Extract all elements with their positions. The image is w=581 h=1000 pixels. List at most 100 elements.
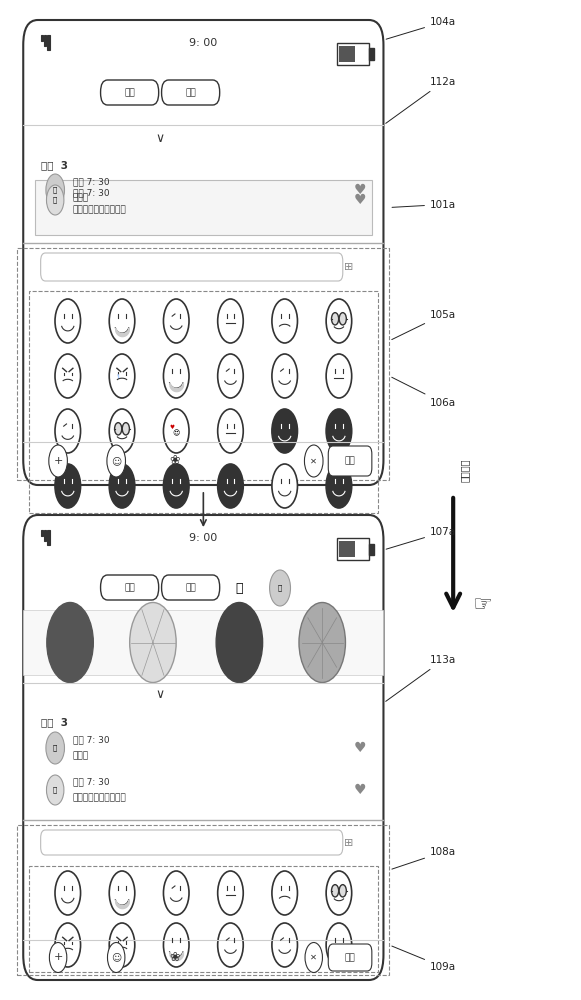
Circle shape	[326, 923, 352, 967]
Text: ☺: ☺	[111, 456, 121, 466]
Circle shape	[109, 409, 135, 453]
FancyBboxPatch shape	[328, 446, 372, 476]
Text: +: +	[53, 952, 63, 962]
Text: 么么咍: 么么咍	[73, 752, 89, 760]
Bar	[41, 35, 43, 41]
Circle shape	[46, 174, 64, 206]
Circle shape	[272, 871, 297, 915]
Text: 109a: 109a	[392, 946, 456, 972]
Circle shape	[163, 299, 189, 343]
Text: 乐乐 7: 30: 乐乐 7: 30	[73, 735, 109, 744]
Text: 104a: 104a	[386, 17, 456, 39]
Bar	[29, 866, 378, 972]
Text: ♥: ♥	[354, 741, 367, 755]
Bar	[17, 248, 389, 480]
Circle shape	[107, 942, 125, 972]
Text: 105a: 105a	[392, 310, 456, 340]
Text: 评论  3: 评论 3	[41, 717, 67, 727]
Text: ☺: ☺	[111, 952, 121, 962]
Text: 113a: 113a	[386, 655, 456, 701]
Bar	[35, 180, 372, 235]
FancyBboxPatch shape	[328, 944, 372, 971]
Bar	[44, 530, 46, 540]
Circle shape	[46, 732, 64, 764]
Text: 众推: 众推	[185, 583, 196, 592]
Circle shape	[218, 409, 243, 453]
Circle shape	[109, 923, 135, 967]
Circle shape	[218, 923, 243, 967]
Circle shape	[55, 464, 81, 508]
Circle shape	[114, 423, 122, 435]
Circle shape	[163, 354, 189, 398]
Circle shape	[163, 409, 189, 453]
Text: 108a: 108a	[392, 847, 456, 869]
Text: ∨: ∨	[156, 131, 164, 144]
Bar	[41, 530, 43, 536]
Text: 👤: 👤	[53, 745, 58, 751]
Circle shape	[55, 923, 81, 967]
Circle shape	[272, 409, 297, 453]
Text: 天天 7: 30: 天天 7: 30	[73, 188, 109, 198]
Circle shape	[218, 464, 243, 508]
Circle shape	[272, 354, 297, 398]
Text: 乐乐 7: 30: 乐乐 7: 30	[73, 178, 109, 186]
Circle shape	[46, 185, 64, 215]
Circle shape	[332, 313, 339, 325]
Circle shape	[55, 871, 81, 915]
Circle shape	[122, 423, 130, 435]
Circle shape	[272, 923, 297, 967]
Bar	[369, 48, 374, 60]
Text: 👤: 👤	[53, 787, 58, 793]
Text: 112a: 112a	[386, 77, 456, 123]
Circle shape	[326, 464, 352, 508]
Text: ♥: ♥	[354, 193, 367, 207]
Circle shape	[272, 299, 297, 343]
Circle shape	[46, 775, 64, 805]
Circle shape	[339, 885, 346, 897]
Text: ∨: ∨	[156, 688, 164, 702]
Circle shape	[332, 885, 339, 897]
Text: +: +	[53, 456, 63, 466]
Circle shape	[326, 299, 352, 343]
Circle shape	[163, 923, 189, 967]
Bar	[47, 530, 50, 545]
Text: 评论  3: 评论 3	[41, 160, 67, 170]
Text: ☞: ☞	[472, 595, 492, 615]
Text: 9: 00: 9: 00	[189, 38, 217, 48]
Bar	[337, 43, 369, 65]
Bar	[23, 610, 383, 675]
Bar	[44, 35, 46, 45]
Circle shape	[55, 409, 81, 453]
Circle shape	[49, 942, 67, 972]
Circle shape	[47, 602, 94, 682]
Text: 107a: 107a	[386, 527, 456, 549]
Circle shape	[55, 354, 81, 398]
Circle shape	[49, 445, 67, 477]
Circle shape	[109, 871, 135, 915]
Text: ❀: ❀	[169, 951, 180, 964]
Text: 发送: 发送	[345, 456, 355, 466]
Text: ✕: ✕	[310, 456, 317, 466]
Text: 发送: 发送	[345, 953, 355, 962]
Text: 啊哈，我的小火箭没了: 啊哈，我的小火箭没了	[73, 794, 127, 802]
Circle shape	[270, 570, 290, 606]
Circle shape	[304, 445, 323, 477]
Text: 向下滑动: 向下滑动	[460, 458, 470, 482]
Text: ✕: ✕	[310, 953, 317, 962]
Text: 么么咍: 么么咍	[73, 194, 89, 203]
Circle shape	[326, 871, 352, 915]
Circle shape	[163, 871, 189, 915]
FancyBboxPatch shape	[41, 830, 343, 855]
Text: 众推: 众推	[185, 88, 196, 97]
Circle shape	[109, 464, 135, 508]
Text: 106a: 106a	[392, 377, 456, 408]
Circle shape	[218, 354, 243, 398]
Text: ❀: ❀	[169, 454, 180, 468]
FancyBboxPatch shape	[162, 80, 220, 105]
Circle shape	[299, 602, 346, 682]
Text: ♥: ♥	[170, 425, 175, 430]
Circle shape	[305, 942, 322, 972]
Bar	[29, 291, 378, 513]
Circle shape	[218, 871, 243, 915]
Bar	[369, 543, 374, 554]
